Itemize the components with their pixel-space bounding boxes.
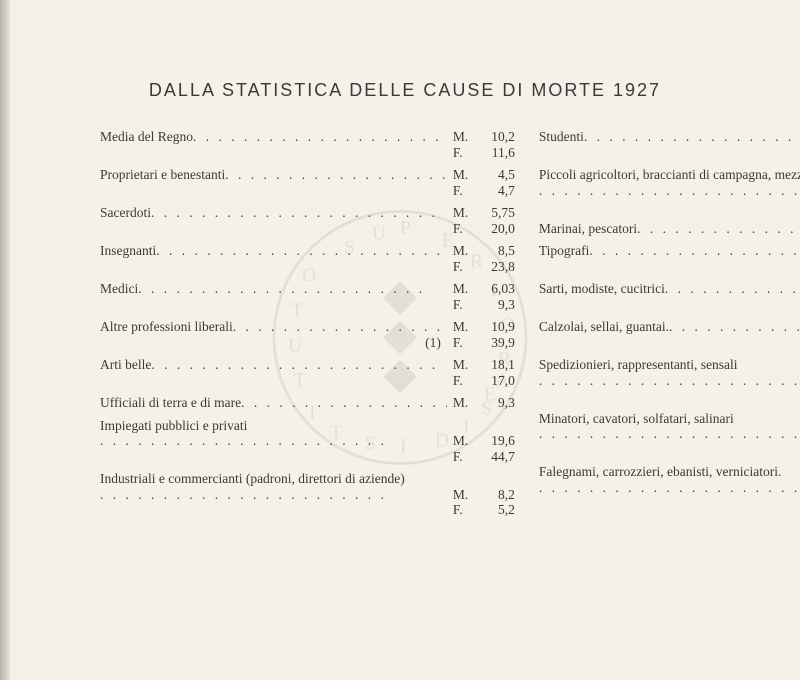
entry-label: Spedizionieri, rappresentanti, sensali <box>539 357 800 373</box>
value-f: 23,8 <box>475 259 515 275</box>
value-f: 44,7 <box>475 449 515 465</box>
value-f: 39,9 <box>475 335 515 351</box>
value-m: 9,3 <box>475 395 515 411</box>
sex-f: F. <box>447 221 475 237</box>
stat-entry: Insegnanti M.8,5F.23,8 <box>100 243 515 274</box>
sex-f: F. <box>447 297 475 313</box>
entry-label: Media del Regno <box>100 129 193 145</box>
sex-m: M. <box>447 395 475 411</box>
two-column-layout: Media del RegnoM.10,2F.11,6Proprietari e… <box>100 129 710 525</box>
sex-m: M. <box>447 487 475 503</box>
stat-entry: Industriali e commercianti (padroni, dir… <box>100 471 515 518</box>
sex-m: M. <box>447 433 475 449</box>
stat-entry: Sacerdoti M.5,75F.20,0 <box>100 205 515 236</box>
sex-f: F. <box>447 335 475 351</box>
stat-entry: Falegnami, carrozzieri, ebanisti, vernic… <box>539 464 800 511</box>
entry-label: Arti belle <box>100 357 151 373</box>
sex-f: F. <box>447 145 475 161</box>
sex-f: F. <box>447 183 475 199</box>
entry-label: Sarti, modiste, cucitrici <box>539 281 665 297</box>
sex-m: M. <box>447 243 475 259</box>
value-f: 5,2 <box>475 502 515 518</box>
value-m: 5,75 <box>475 205 515 221</box>
stat-entry: Marinai, pescatoriM.10,3 <box>539 221 800 237</box>
entry-label: Marinai, pescatori <box>539 221 637 237</box>
page-title: DALLA STATISTICA DELLE CAUSE DI MORTE 19… <box>100 80 710 101</box>
stat-entry: Media del Regno M.10,2F.11,6 <box>100 129 515 160</box>
value-m: 10,9 <box>475 319 515 335</box>
entry-label: Sacerdoti <box>100 205 151 221</box>
entry-label: Altre professioni liberali <box>100 319 233 335</box>
value-m: 18,1 <box>475 357 515 373</box>
stat-entry: Piccoli agricoltori, braccianti di campa… <box>539 167 800 214</box>
footnote-ref: (1) <box>425 335 447 350</box>
value-f: 4,7 <box>475 183 515 199</box>
stat-entry: Spedizionieri, rappresentanti, sensaliM.… <box>539 357 800 404</box>
value-m: 19,6 <box>475 433 515 449</box>
entry-label: Falegnami, carrozzieri, ebanisti, vernic… <box>539 464 800 480</box>
stat-entry: Ufficiali di terra e di mare M.9,3 <box>100 395 515 411</box>
entry-label: Proprietari e benestanti <box>100 167 225 183</box>
entry-label: Tipografi <box>539 243 590 259</box>
value-f: 9,3 <box>475 297 515 313</box>
stat-entry: Impiegati pubblici e privatiM.19,6F.44,7 <box>100 418 515 465</box>
entry-label: Piccoli agricoltori, braccianti di campa… <box>539 167 800 183</box>
sex-m: M. <box>447 357 475 373</box>
stat-entry: Minatori, cavatori, solfatari, salinari(… <box>539 411 800 458</box>
entry-label: Calzolai, sellai, guantai. <box>539 319 669 335</box>
right-column: StudentiM.44,0F.57,8 Piccoli agricoltori,… <box>539 129 800 525</box>
document-page: DALLA STATISTICA DELLE CAUSE DI MORTE 19… <box>0 0 800 565</box>
sex-f: F. <box>447 373 475 389</box>
stat-entry: Calzolai, sellai, guantai.M.14,7F.50,0 <box>539 319 800 350</box>
sex-m: M. <box>447 281 475 297</box>
sex-f: F. <box>447 502 475 518</box>
stat-entry: Arti belle M.18,1F.17,0 <box>100 357 515 388</box>
value-m: 8,2 <box>475 487 515 503</box>
sex-m: M. <box>447 319 475 335</box>
sex-m: M. <box>447 205 475 221</box>
entry-label: Impiegati pubblici e privati <box>100 418 515 434</box>
stat-entry: Altre professioni liberali M.10,9 (1)F.39,… <box>100 319 515 350</box>
entry-label: Medici <box>100 281 138 297</box>
sex-f: F. <box>447 259 475 275</box>
scan-edge <box>0 0 10 680</box>
stat-entry: Proprietari e benestanti M.4,5F.4,7 <box>100 167 515 198</box>
entry-label: Industriali e commercianti (padroni, dir… <box>100 471 515 487</box>
left-column: Media del RegnoM.10,2F.11,6Proprietari e… <box>100 129 515 525</box>
entry-label: Insegnanti <box>100 243 156 259</box>
sex-f: F. <box>447 449 475 465</box>
value-m: 4,5 <box>475 167 515 183</box>
value-f: 20,0 <box>475 221 515 237</box>
entry-label: Ufficiali di terra e di mare <box>100 395 241 411</box>
sex-m: M. <box>447 167 475 183</box>
stat-entry: Sarti, modiste, cucitriciM.16,7F.37,7 <box>539 281 800 312</box>
sex-m: M. <box>447 129 475 145</box>
value-f: 11,6 <box>475 145 515 161</box>
entry-label: Studenti <box>539 129 584 145</box>
value-m: 6,03 <box>475 281 515 297</box>
stat-entry: StudentiM.44,0F.57,8 <box>539 129 800 160</box>
stat-entry: TipografiM.25,2F.54,7 <box>539 243 800 274</box>
entry-label: Minatori, cavatori, solfatari, salinari <box>539 411 800 427</box>
value-f: 17,0 <box>475 373 515 389</box>
value-m: 10,2 <box>475 129 515 145</box>
value-m: 8,5 <box>475 243 515 259</box>
stat-entry: Medici M.6,03F.9,3 <box>100 281 515 312</box>
